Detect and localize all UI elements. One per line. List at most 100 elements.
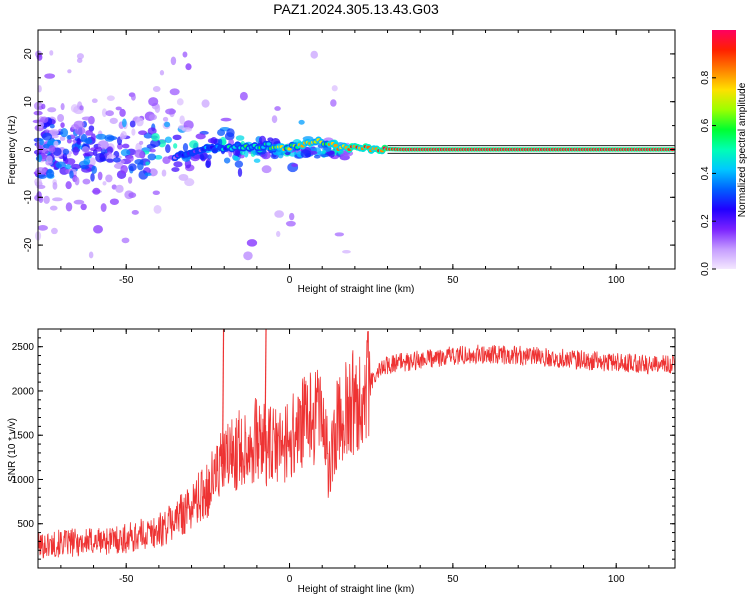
spectrogram-blob [239, 154, 245, 159]
spectrogram-blob [95, 146, 102, 152]
spectrogram-blob [183, 120, 194, 130]
spectrogram-blob [201, 99, 210, 108]
spectrogram-blob [148, 97, 159, 107]
spectrogram-blob [41, 103, 46, 110]
spectrogram-blob [334, 232, 345, 237]
spectrogram-blob [285, 220, 296, 227]
spectrogram-blob [246, 239, 258, 247]
spectrogram-blob [82, 178, 91, 185]
spectrogram-blob [55, 161, 67, 169]
spectrogram-blob [173, 161, 183, 168]
spectrogram-blob [66, 135, 72, 140]
spectrogram-blob [271, 115, 278, 124]
spectrogram-blob [64, 164, 72, 170]
spectrogram-blob [313, 154, 321, 159]
spectrogram-blob [134, 149, 144, 158]
spectrogram-blob [119, 133, 125, 141]
spectrogram-blob [138, 170, 149, 180]
colorbar-tick-label: 0.4 [700, 166, 711, 180]
figure-title: PAZ1.2024.305.13.43.G03 [273, 1, 439, 17]
spectrogram-blob [109, 117, 118, 124]
spectrogram-blob [69, 170, 74, 179]
snr-spike [264, 328, 267, 445]
spectrogram-blob [92, 187, 101, 195]
spectrogram-blob [226, 128, 235, 138]
x-tick-label: 50 [447, 275, 459, 286]
spectrogram-blob [274, 210, 284, 218]
spectrogram-blob [170, 56, 177, 66]
spectrogram-blob [127, 176, 133, 184]
spectrogram-blob [139, 140, 144, 145]
spectrogram-blob [207, 154, 212, 160]
spectrogram-blob [57, 114, 65, 122]
spectrogram-blob [97, 171, 103, 181]
spectrogram-blob [159, 70, 165, 76]
spectrogram-blob [150, 139, 161, 148]
colorbar-ticks: 0.0 0.2 0.4 0.6 0.8 [700, 70, 716, 276]
spectrogram-blob [165, 108, 177, 115]
spectrogram-blob [182, 142, 189, 152]
spectrogram-blob [321, 149, 327, 154]
spectrogram-blob [65, 202, 73, 212]
spectrogram-blob [274, 106, 281, 111]
spectrogram-blob [207, 138, 216, 144]
spectrogram-blob [72, 146, 79, 156]
spectrogram-blob [328, 150, 335, 158]
spectrogram-panel: -50 0 50 100 -20 -10 0 10 20 Height of straight … [7, 29, 676, 295]
spectrogram-blob [44, 73, 56, 79]
spectrogram-blob [101, 108, 107, 118]
spectrogram-blob [130, 93, 136, 101]
spectrogram-blob [115, 184, 124, 193]
spectrogram-blob [289, 212, 295, 221]
y-tick-label: 10 [23, 96, 34, 108]
spectrogram-blob [64, 158, 76, 166]
spectrogram-blob [36, 174, 47, 179]
spectrogram-blob [145, 161, 150, 166]
spectrogram-blob [310, 50, 318, 59]
spectrogram-blob [342, 249, 351, 254]
spectrogram-blob [91, 98, 98, 103]
spectrogram-blob [129, 120, 136, 128]
spectrogram-blob [291, 163, 299, 168]
spectrogram-blob [217, 129, 226, 137]
spectrogram-blob [80, 164, 90, 170]
spectrogram-blob [243, 251, 253, 261]
spectrogram-blob [330, 99, 337, 107]
spectrogram-axes: -50 0 50 100 -20 -10 0 10 20 [23, 29, 675, 286]
spectrogram-blob [152, 86, 161, 92]
spectrogram-blob [106, 146, 114, 154]
colorbar-tick-label: 0.6 [700, 118, 711, 132]
spectrogram-blob [165, 144, 171, 153]
y-tick-label: 20 [23, 48, 34, 60]
spectrogram-blob [173, 143, 178, 149]
spectrogram-blob [102, 181, 107, 186]
spectrogram-blobs [32, 50, 354, 261]
snr-spikes [221, 328, 267, 464]
spectrogram-blob [52, 181, 58, 190]
spectrogram-blob [147, 127, 157, 135]
colorbar-tick-label: 0.2 [700, 214, 711, 228]
spectrogram-blob [120, 149, 131, 157]
spectrogram-blob [189, 140, 199, 149]
spectrogram-blob [91, 165, 98, 174]
spectrogram-blob [60, 122, 65, 129]
spectrogram-blob [79, 105, 84, 111]
spectrogram-blob [128, 192, 137, 198]
spectrogram-blob [121, 237, 130, 244]
colorbar-tick-label: 0.0 [700, 262, 711, 276]
spectrogram-xlabel: Height of straight line (km) [298, 284, 415, 295]
spectrogram-blob [163, 121, 171, 128]
spectrogram-blob [234, 160, 244, 168]
spectrogram-blob [60, 103, 65, 111]
spectrogram-blob [74, 176, 80, 186]
spectrogram-blob [237, 167, 243, 177]
spectrogram-blob [81, 146, 90, 153]
x-tick-label: -50 [119, 275, 134, 286]
spectrogram-blob [239, 91, 248, 101]
spectrogram-blob [49, 205, 58, 211]
spectrogram-blob [223, 157, 231, 164]
spectrogram-blob [59, 135, 66, 141]
spectrogram-blob [46, 155, 53, 164]
spectrogram-blob [162, 156, 171, 164]
